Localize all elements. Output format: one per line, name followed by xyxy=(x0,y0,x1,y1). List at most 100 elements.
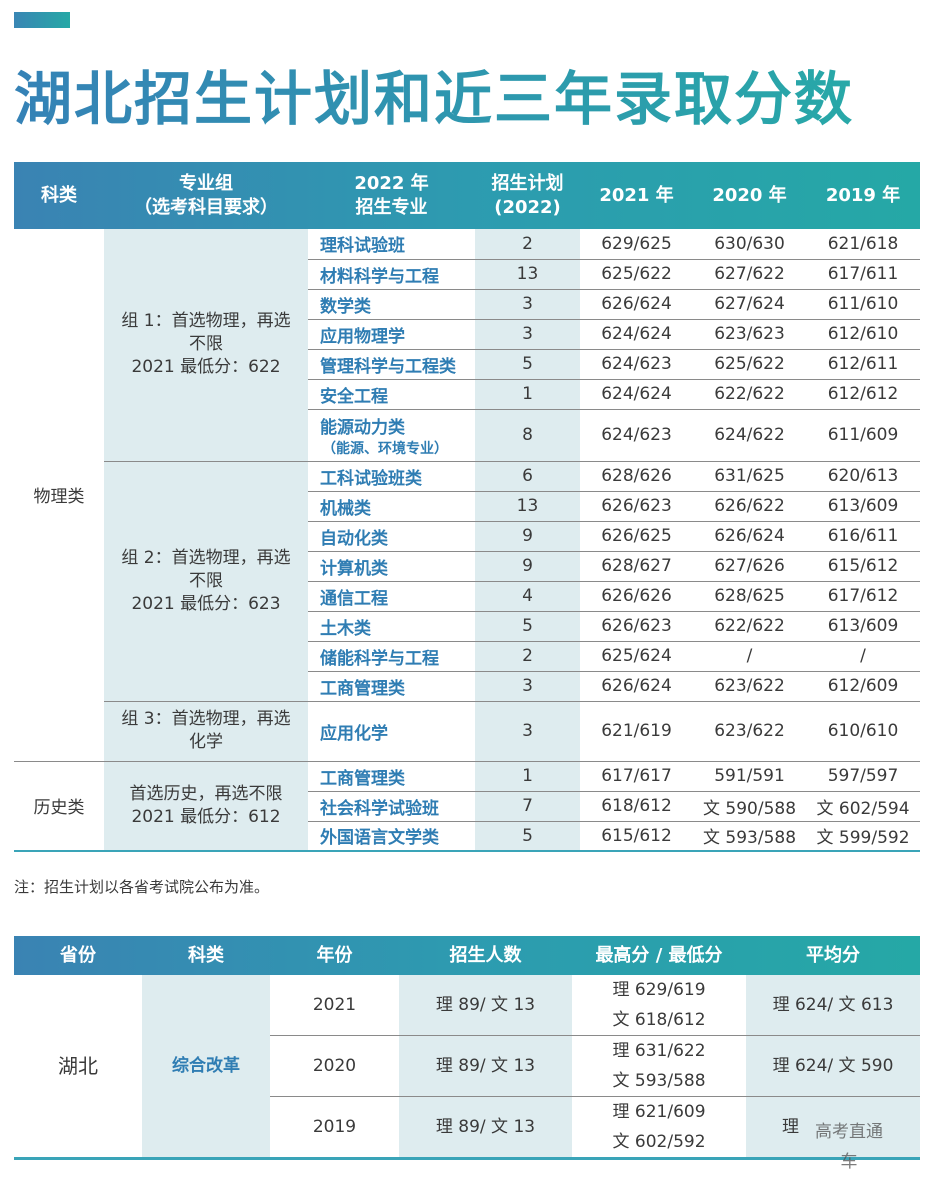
score-2021: 625/624 xyxy=(580,641,693,672)
score-2020: 文 590/588 xyxy=(693,791,806,822)
score-2020: 630/630 xyxy=(693,229,806,260)
plan-count: 6 xyxy=(475,461,580,492)
plan-count: 3 xyxy=(475,289,580,320)
major-name: 工科试验班类 xyxy=(308,461,475,492)
score-2020: 627/622 xyxy=(693,259,806,290)
category: 综合改革 xyxy=(142,975,270,1160)
major-name: 社会科学试验班 xyxy=(308,791,475,822)
table-row: 湖北 综合改革 2021 理 89/ 文 13 理 629/619 文 618/6… xyxy=(14,975,920,1160)
plan-count: 9 xyxy=(475,521,580,552)
score-2021: 626/623 xyxy=(580,491,693,522)
plan-count: 13 xyxy=(475,491,580,522)
score-2019: 610/610 xyxy=(806,701,920,762)
major-name: 能源动力类 （能源、环境专业） xyxy=(308,409,475,462)
header-major: 2022 年招生专业 xyxy=(354,172,429,218)
group-1: 组 1：首选物理，再选 不限 2021 最低分：622 xyxy=(104,229,308,462)
major-name: 自动化类 xyxy=(308,521,475,552)
plan-count: 8 xyxy=(475,409,580,462)
score-2021: 626/626 xyxy=(580,581,693,612)
major-name: 土木类 xyxy=(308,611,475,642)
header-maxmin: 最高分 / 最低分 xyxy=(595,944,723,966)
enroll: 理 89/ 文 13 xyxy=(399,1035,572,1097)
major-name: 安全工程 xyxy=(308,379,475,410)
score-2021: 625/622 xyxy=(580,259,693,290)
average-with-watermark: 理高考直通车高考直通车 xyxy=(782,1117,884,1172)
category-history: 历史类 xyxy=(14,761,104,852)
plan-count: 2 xyxy=(475,641,580,672)
major-name: 材料科学与工程 xyxy=(308,259,475,290)
table-row: 计算机类 9 628/627 627/626 615/612 xyxy=(14,551,920,582)
plan-count: 2 xyxy=(475,229,580,260)
score-2021: 629/625 xyxy=(580,229,693,260)
score-2020: 622/622 xyxy=(693,611,806,642)
score-2021: 624/624 xyxy=(580,319,693,350)
header-group: 专业组 （选考科目要求） xyxy=(134,172,278,218)
score-2020: 627/624 xyxy=(693,289,806,320)
major-name: 计算机类 xyxy=(308,551,475,582)
score-2019: 620/613 xyxy=(806,461,920,492)
score-2021: 618/612 xyxy=(580,791,693,822)
category-physics: 物理类 xyxy=(14,229,104,762)
major-name: 外国语言文学类 xyxy=(308,821,475,852)
plan-count: 3 xyxy=(475,671,580,702)
score-2021: 626/623 xyxy=(580,611,693,642)
table-row: 机械类 13 626/623 626/622 613/609 xyxy=(14,491,920,522)
table-row: 组 3：首选物理，再选 化学 应用化学 3 621/619 623/622 610… xyxy=(14,701,920,762)
score-2019: / xyxy=(806,641,920,672)
score-2020: 文 593/588 xyxy=(693,821,806,852)
major-name: 储能科学与工程 xyxy=(308,641,475,672)
score-2020: / xyxy=(693,641,806,672)
score-2019: 612/609 xyxy=(806,671,920,702)
score-2019: 621/618 xyxy=(806,229,920,260)
plan-count: 7 xyxy=(475,791,580,822)
table-header-row: 科类 专业组 （选考科目要求） 2022 年招生专业 招生计划 (2022) 202… xyxy=(14,162,920,229)
group-3: 组 3：首选物理，再选 化学 xyxy=(104,701,308,762)
plan-count: 1 xyxy=(475,761,580,792)
watermark: 高考直通车 xyxy=(815,1122,883,1172)
score-2019: 文 602/594 xyxy=(806,791,920,822)
major-name: 应用化学 xyxy=(308,701,475,762)
page-title: 湖北招生计划和近三年录取分数 xyxy=(14,52,854,136)
table-row: 应用物理学 3 624/624 623/623 612/610 xyxy=(14,319,920,350)
major-name: 数学类 xyxy=(308,289,475,320)
score-2021: 628/627 xyxy=(580,551,693,582)
header-avg: 平均分 xyxy=(806,944,860,966)
admission-scores-table: 科类 专业组 （选考科目要求） 2022 年招生专业 招生计划 (2022) 202… xyxy=(14,162,920,852)
score-2021: 626/624 xyxy=(580,289,693,320)
score-2021: 624/623 xyxy=(580,349,693,380)
major-name: 工商管理类 xyxy=(308,671,475,702)
table-row: 自动化类 9 626/625 626/624 616/611 xyxy=(14,521,920,552)
plan-count: 3 xyxy=(475,319,580,350)
score-2021: 624/624 xyxy=(580,379,693,410)
score-2021: 615/612 xyxy=(580,821,693,852)
history-summary-table: 省份 科类 年份 招生人数 最高分 / 最低分 平均分 湖北 综合改革 2021… xyxy=(14,936,920,1172)
score-2021: 624/623 xyxy=(580,409,693,462)
score-2020: 623/622 xyxy=(693,701,806,762)
major-name: 工商管理类 xyxy=(308,761,475,792)
score-2020: 631/625 xyxy=(693,461,806,492)
footnote: 注：招生计划以各省考试院公布为准。 xyxy=(14,878,270,896)
header-2019: 2019 年 xyxy=(825,184,901,206)
average: 理高考直通车高考直通车 xyxy=(746,1096,920,1172)
table-row: 2020 理 89/ 文 13 理 631/622 文 593/588 理 624… xyxy=(14,1035,920,1097)
header-province: 省份 xyxy=(60,944,96,966)
plan-count: 5 xyxy=(475,349,580,380)
major-name: 理科试验班 xyxy=(308,229,475,260)
score-2020: 626/624 xyxy=(693,521,806,552)
score-2021: 628/626 xyxy=(580,461,693,492)
header-year: 年份 xyxy=(316,944,353,966)
header-category: 科类 xyxy=(41,184,77,206)
score-2021: 621/619 xyxy=(580,701,693,762)
group-history: 首选历史，再选不限 2021 最低分：612 xyxy=(104,761,308,852)
average: 理 624/ 文 590 xyxy=(746,1035,920,1097)
enroll: 理 89/ 文 13 xyxy=(399,975,572,1036)
table-row: 物理类 组 1：首选物理，再选 不限 2021 最低分：622 理科试验班 2 62… xyxy=(14,229,920,762)
enroll: 理 89/ 文 13 xyxy=(399,1096,572,1160)
score-2019: 617/612 xyxy=(806,581,920,612)
average: 理 624/ 文 613 xyxy=(746,975,920,1036)
score-2021: 626/625 xyxy=(580,521,693,552)
max-min: 理 621/609 文 602/592 xyxy=(572,1096,746,1160)
table-row: 历史类 首选历史，再选不限 2021 最低分：612 工商管理类 1 617/61… xyxy=(14,761,920,852)
header-category: 科类 xyxy=(188,944,224,966)
score-2020: 623/623 xyxy=(693,319,806,350)
